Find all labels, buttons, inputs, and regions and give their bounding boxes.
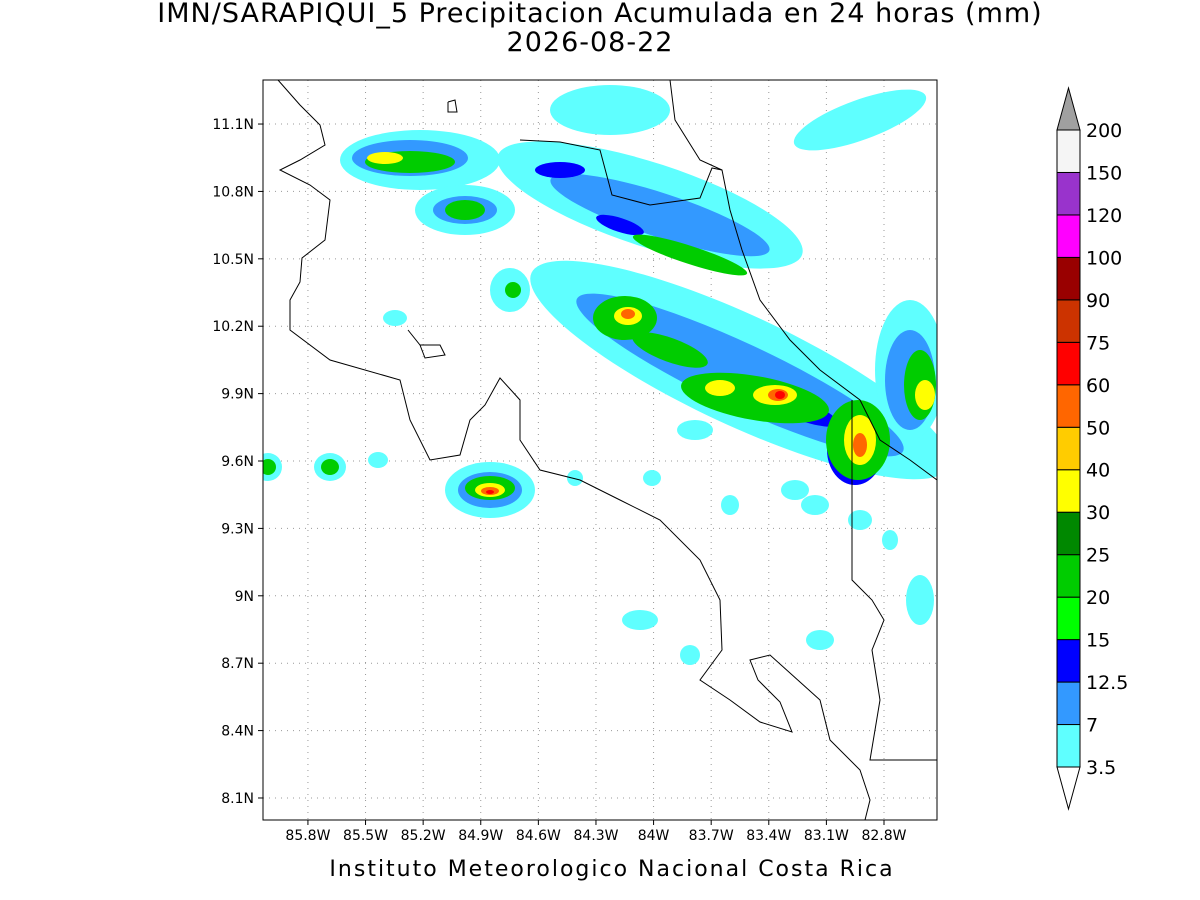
colorbar-box bbox=[1056, 639, 1081, 683]
lon-tick-label: 83.4W bbox=[746, 828, 791, 844]
lat-tick-label: 9N bbox=[235, 589, 254, 605]
lat-tick-label: 8.1N bbox=[221, 791, 254, 807]
title: IMN/SARAPIQUI_5 Precipitacion Acumulada … bbox=[157, 0, 1042, 29]
colorbar-box bbox=[1056, 469, 1081, 513]
colorbar-box bbox=[1056, 256, 1081, 301]
colorbar-label: 7 bbox=[1086, 715, 1098, 737]
colorbar-label: 25 bbox=[1086, 545, 1110, 567]
lon-tick-label: 85.8W bbox=[285, 828, 330, 844]
colorbar-box bbox=[1056, 426, 1081, 471]
colorbar-over bbox=[1056, 86, 1081, 131]
colorbar-label: 30 bbox=[1086, 502, 1110, 524]
colorbar-label: 20 bbox=[1086, 587, 1110, 609]
lon-tick-label: 84.3W bbox=[573, 828, 618, 844]
colorbar-label: 100 bbox=[1086, 247, 1122, 269]
colorbar-box bbox=[1056, 596, 1081, 641]
colorbar-box bbox=[1056, 724, 1081, 768]
colorbar-box bbox=[1056, 554, 1081, 598]
colorbar-box bbox=[1056, 341, 1081, 386]
colorbar-box bbox=[1056, 129, 1081, 173]
colorbar-label: 12.5 bbox=[1086, 672, 1128, 694]
lat-tick-label: 10.2N bbox=[212, 319, 254, 335]
colorbar-box bbox=[1056, 299, 1081, 343]
precipitation bbox=[263, 80, 937, 820]
map-frame bbox=[262, 79, 938, 821]
colorbar-label: 150 bbox=[1086, 162, 1122, 184]
lat-tick-label: 9.6N bbox=[221, 454, 254, 470]
lat-tick-label: 10.8N bbox=[212, 184, 254, 200]
colorbar-box bbox=[1056, 384, 1081, 428]
lat-tick-label: 9.9N bbox=[221, 387, 254, 403]
colorbar-label: 120 bbox=[1086, 205, 1122, 227]
lat-tick-label: 9.3N bbox=[221, 521, 254, 537]
lon-tick-label: 85.2W bbox=[401, 828, 446, 844]
colorbar-label: 200 bbox=[1086, 120, 1122, 142]
colorbar-label: 40 bbox=[1086, 460, 1110, 482]
colorbar-box bbox=[1056, 511, 1081, 556]
lat-tick-label: 11.1N bbox=[212, 117, 254, 133]
lon-tick-label: 84.9W bbox=[458, 828, 503, 844]
colorbar-label: 50 bbox=[1086, 417, 1110, 439]
colorbar-box bbox=[1056, 171, 1081, 216]
colorbar-box bbox=[1056, 214, 1081, 258]
colorbar-label: 75 bbox=[1086, 332, 1110, 354]
lon-tick-label: 84.6W bbox=[516, 828, 561, 844]
lon-tick-label: 82.8W bbox=[861, 828, 906, 844]
colorbar-label: 3.5 bbox=[1086, 757, 1116, 779]
footer: Instituto Meteorologico Nacional Costa R… bbox=[329, 857, 894, 882]
lon-tick-label: 83.7W bbox=[689, 828, 734, 844]
lon-tick-label: 83.1W bbox=[804, 828, 849, 844]
lon-tick-label: 85.5W bbox=[343, 828, 388, 844]
colorbar: 3.5 7 12.5 15 20 25 30 40 50 60 75 90 100 120 150 200 bbox=[1056, 86, 1128, 811]
date: 2026-08-22 bbox=[507, 27, 674, 58]
colorbar-under bbox=[1056, 766, 1081, 811]
colorbar-label: 60 bbox=[1086, 375, 1110, 397]
lat-tick-label: 8.7N bbox=[221, 656, 254, 672]
colorbar-box bbox=[1056, 681, 1081, 726]
lat-tick-label: 10.5N bbox=[212, 252, 254, 268]
lon-tick-label: 84W bbox=[638, 828, 670, 844]
colorbar-label: 15 bbox=[1086, 630, 1110, 652]
lat-tick-label: 8.4N bbox=[221, 724, 254, 740]
colorbar-label: 90 bbox=[1086, 290, 1110, 312]
